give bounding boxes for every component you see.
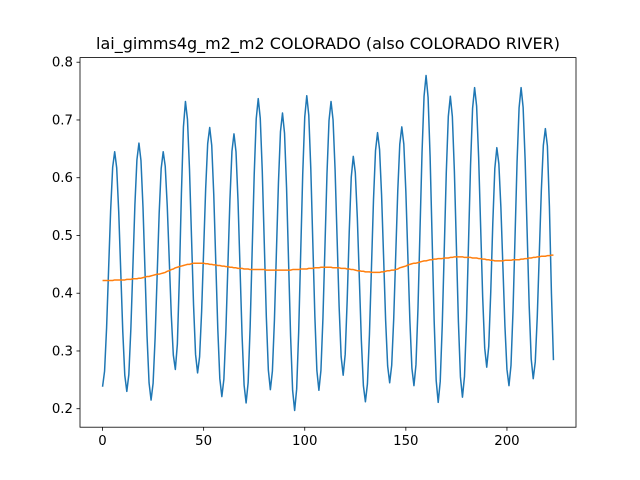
y-tick-label: 0.4 [52,287,73,302]
chart-title: lai_gimms4g_m2_m2 COLORADO (also COLORAD… [96,34,560,54]
y-tick-label: 0.7 [52,113,73,128]
x-tick-label: 200 [494,434,519,449]
x-tick-label: 100 [292,434,317,449]
data-line [102,254,554,282]
x-tick-label: 0 [98,434,106,449]
y-tick-label: 0.6 [52,171,73,186]
x-tick-label: 150 [393,434,418,449]
y-tick-label: 0.5 [52,229,73,244]
y-tick-label: 0.8 [52,56,73,71]
y-tick-label: 0.3 [52,344,73,359]
x-tick-label: 50 [195,434,212,449]
axes-frame [79,57,577,428]
y-tick-label: 0.2 [52,402,73,417]
data-line [101,74,555,412]
